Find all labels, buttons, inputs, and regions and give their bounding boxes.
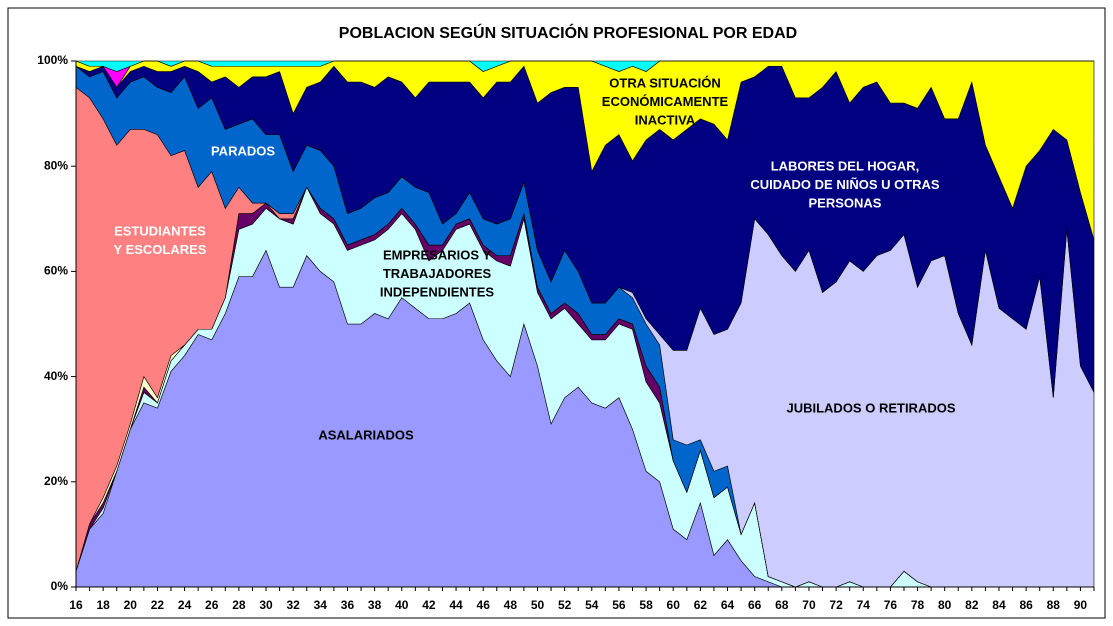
y-tick-label: 0% [51, 579, 69, 593]
area-label: CUIDADO DE NIÑOS U OTRAS [750, 177, 940, 192]
x-tick-label: 40 [395, 598, 409, 612]
x-tick-label: 56 [612, 598, 626, 612]
area-label: LABORES DEL HOGAR, [771, 158, 920, 173]
area-label: TRABAJADORES [383, 266, 492, 281]
x-tick-label: 22 [151, 598, 165, 612]
x-tick-label: 70 [802, 598, 816, 612]
area-label: INACTIVA [635, 112, 696, 127]
area [75, 60, 1094, 72]
x-tick-label: 16 [69, 598, 83, 612]
area-label: PARADOS [211, 143, 275, 158]
area-label: ASALARIADOS [318, 427, 414, 442]
x-tick-label: 84 [992, 598, 1006, 612]
y-tick-label: 80% [44, 158, 68, 172]
x-tick-label: 48 [504, 598, 518, 612]
x-tick-label: 88 [1047, 598, 1061, 612]
x-tick-label: 50 [531, 598, 545, 612]
x-tick-label: 80 [938, 598, 952, 612]
area-label: ESTUDIANTES [114, 223, 206, 238]
x-tick-label: 20 [124, 598, 138, 612]
x-tick-label: 68 [775, 598, 789, 612]
x-tick-label: 46 [477, 598, 491, 612]
x-tick-label: 32 [286, 598, 300, 612]
area-label: INDEPENDIENTES [380, 284, 494, 299]
y-tick-label: 20% [44, 474, 68, 488]
x-tick-label: 76 [884, 598, 898, 612]
x-tick-label: 78 [911, 598, 925, 612]
x-tick-label: 66 [748, 598, 762, 612]
x-tick-label: 34 [314, 598, 328, 612]
x-tick-label: 38 [368, 598, 382, 612]
area-label: JUBILADOS O RETIRADOS [786, 400, 955, 415]
x-tick-label: 74 [857, 598, 871, 612]
x-tick-label: 72 [829, 598, 843, 612]
x-tick-label: 42 [422, 598, 436, 612]
x-tick-label: 58 [639, 598, 653, 612]
x-tick-label: 64 [721, 598, 735, 612]
x-tick-label: 60 [667, 598, 681, 612]
x-tick-label: 24 [178, 598, 192, 612]
x-tick-label: 52 [558, 598, 572, 612]
x-tick-label: 26 [205, 598, 219, 612]
x-tick-label: 54 [585, 598, 599, 612]
area-label: Y ESCOLARES [114, 242, 207, 257]
y-tick-label: 100% [37, 53, 68, 67]
y-tick-label: 60% [44, 264, 68, 278]
x-tick-label: 30 [259, 598, 273, 612]
area-label: ECONÓMICAMENTE [602, 94, 729, 109]
y-tick-label: 40% [44, 369, 68, 383]
x-tick-label: 82 [965, 598, 979, 612]
area-label: PERSONAS [809, 195, 882, 210]
area-label: OTRA SITUACIÓN [609, 75, 720, 90]
chart-title: POBLACION SEGÚN SITUACIÓN PROFESIONAL PO… [339, 23, 797, 42]
x-tick-label: 86 [1019, 598, 1033, 612]
x-tick-label: 36 [341, 598, 355, 612]
x-tick-label: 90 [1074, 598, 1088, 612]
x-tick-label: 62 [694, 598, 708, 612]
x-tick-label: 28 [232, 598, 246, 612]
x-tick-label: 44 [449, 598, 463, 612]
area-label: EMPRESARIOS Y [383, 247, 491, 262]
x-tick-label: 18 [96, 598, 110, 612]
